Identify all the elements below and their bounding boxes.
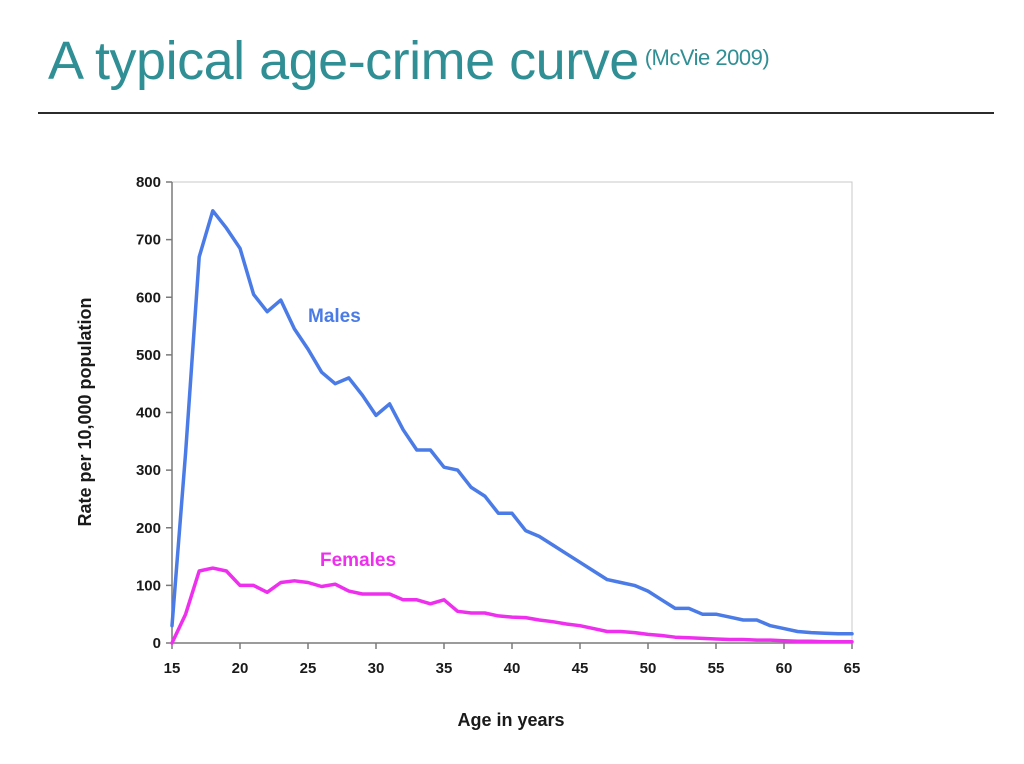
y-axis-ticks: 0 100 200 300 400 500 600 700 800	[136, 174, 172, 652]
y-tick-label: 0	[153, 635, 161, 652]
slide-citation: (McVie 2009)	[644, 45, 770, 70]
plot-area	[171, 181, 853, 644]
series-line-males	[170, 209, 854, 636]
plot-border	[171, 181, 853, 644]
series-label-males: Males	[308, 306, 361, 327]
y-tick-label: 600	[136, 289, 161, 306]
x-axis-ticks: 15 20 25 30 35 40 45 50 55 60 65	[164, 643, 861, 677]
series-label-females: Females	[320, 550, 396, 571]
x-tick-label: 45	[572, 660, 589, 677]
slide-title-text: A typical age-crime curve	[48, 31, 639, 91]
x-tick-label: 55	[708, 660, 725, 677]
x-tick-label: 25	[300, 660, 317, 677]
slide-title: A typical age-crime curve (McVie 2009)	[48, 30, 770, 92]
y-tick-label: 300	[136, 462, 161, 479]
y-tick-label: 800	[136, 174, 161, 191]
y-tick-label: 200	[136, 520, 161, 537]
x-tick-label: 50	[640, 660, 657, 677]
y-tick-label: 400	[136, 405, 161, 422]
y-tick-label: 700	[136, 232, 161, 249]
x-tick-label: 30	[368, 660, 385, 677]
y-axis-title: Rate per 10,000 population	[75, 297, 95, 526]
series-lines	[170, 209, 854, 645]
x-tick-label: 15	[164, 660, 181, 677]
x-axis-title: Age in years	[457, 710, 564, 730]
x-tick-label: 60	[776, 660, 793, 677]
x-tick-label: 40	[504, 660, 521, 677]
x-tick-label: 35	[436, 660, 453, 677]
x-tick-label: 20	[232, 660, 249, 677]
series-line-females	[170, 566, 854, 645]
series-labels: Males Females	[308, 306, 396, 571]
y-tick-label: 100	[136, 577, 161, 594]
y-tick-label: 500	[136, 347, 161, 364]
x-tick-label: 65	[844, 660, 861, 677]
title-divider	[38, 112, 994, 114]
